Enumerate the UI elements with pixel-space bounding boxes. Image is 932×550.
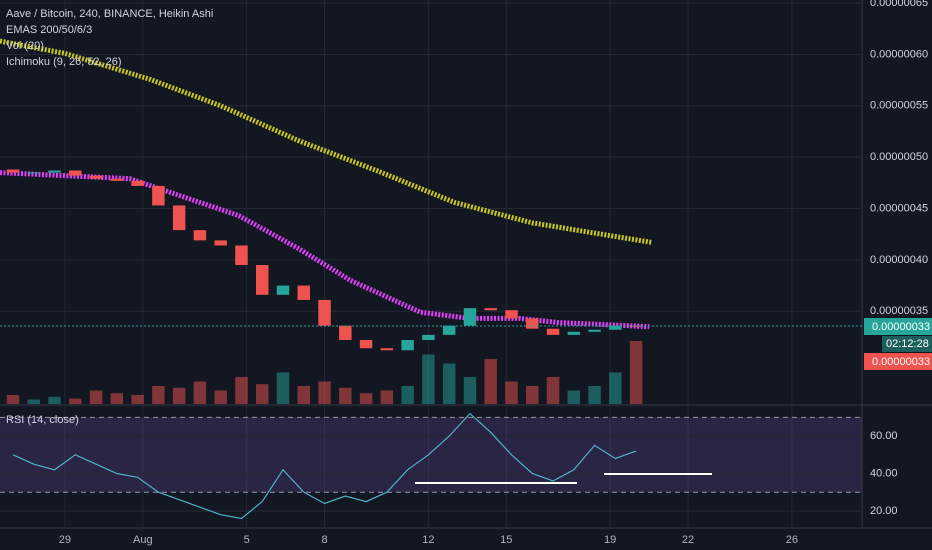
candle-body: [484, 308, 497, 311]
x-tick-label: 29: [59, 534, 71, 546]
candle-body: [214, 240, 227, 246]
candle-body: [193, 230, 207, 241]
volume-bar: [339, 387, 352, 404]
candle-body: [318, 299, 331, 326]
volume-bar: [89, 390, 103, 404]
rsi-line: [12, 412, 637, 520]
volume-bar: [442, 363, 456, 404]
rsi-title: RSI (14, close): [6, 414, 79, 426]
volume-bar: [526, 386, 539, 404]
candle-body: [235, 245, 248, 266]
price-label-box: [864, 318, 932, 335]
legend-entry: EMAS 200/50/6/3: [6, 24, 92, 36]
volume-bar: [567, 390, 581, 404]
candle-body: [422, 334, 435, 341]
candle-body: [505, 310, 518, 319]
volume-bar: [152, 386, 165, 404]
y-tick-label: 40.00: [870, 467, 898, 479]
volume-bar: [297, 386, 311, 404]
candle-body: [6, 169, 20, 173]
candle-body: [276, 285, 290, 295]
volume-bar: [214, 390, 227, 404]
x-tick-label: 8: [321, 534, 327, 546]
legend-entry: Vol (20): [6, 40, 44, 52]
candle-body: [546, 328, 560, 335]
candle-body: [359, 340, 373, 349]
candle-body: [401, 340, 414, 351]
volume-bar: [546, 377, 560, 404]
marks: [0, 38, 653, 520]
volume-bar: [359, 393, 373, 404]
volume-bar: [463, 377, 477, 404]
y-tick-label: 0.00000060: [870, 48, 928, 60]
legend-entry: Ichimoku (9, 26, 52, 26): [6, 56, 122, 68]
volume-bar: [256, 384, 269, 404]
x-tick-label: 19: [604, 534, 616, 546]
volume-bar: [380, 390, 394, 404]
volume-bar: [401, 386, 414, 404]
candle-body: [380, 348, 394, 351]
volume-bar: [193, 381, 207, 404]
volume-bar: [48, 396, 61, 404]
candle-body: [339, 325, 352, 341]
x-tick-label: 12: [422, 534, 434, 546]
candle-body: [110, 178, 124, 181]
candle-body: [442, 325, 456, 335]
chart-title: Aave / Bitcoin, 240, BINANCE, Heikin Ash…: [6, 8, 213, 20]
volume-bar: [484, 359, 497, 404]
x-tick-label: Aug: [133, 534, 153, 546]
candle-body: [567, 331, 581, 335]
x-tick-label: 22: [682, 534, 694, 546]
price-label: 0.00000033: [872, 321, 930, 333]
x-tick-label: 15: [500, 534, 512, 546]
grid: [0, 0, 862, 528]
volume-bar: [235, 377, 248, 404]
indicator-line: [0, 38, 653, 245]
volume-bar: [609, 372, 622, 404]
price-label: 0.00000033: [872, 356, 930, 368]
candle-body: [48, 170, 61, 173]
volume-bar: [318, 381, 331, 404]
volume-bar: [276, 372, 290, 404]
candle-body: [27, 172, 40, 174]
volume-bar: [110, 393, 124, 404]
volume-bar: [27, 399, 40, 404]
y-tick-label: 0.00000035: [870, 305, 928, 317]
candle-body: [256, 265, 269, 295]
volume-bar: [131, 395, 144, 404]
candle-body: [297, 285, 311, 300]
candle-body: [172, 205, 186, 231]
volume-bar: [505, 381, 518, 404]
y-tick-label: 0.00000045: [870, 202, 928, 214]
candle-body: [609, 325, 622, 330]
x-tick-label: 5: [244, 534, 250, 546]
volume-bar: [172, 387, 186, 404]
y-tick-label: 0.00000050: [870, 151, 928, 163]
y-tick-label: 20.00: [870, 505, 898, 517]
volume-bar: [422, 354, 435, 404]
volume-bar: [629, 341, 643, 404]
volume-bar: [6, 395, 20, 404]
candle-body: [89, 175, 103, 179]
y-tick-label: 0.00000055: [870, 100, 928, 112]
countdown-label: 02:12:28: [886, 338, 929, 350]
candle-body: [131, 180, 144, 186]
volume-bar: [588, 386, 601, 404]
rsi-band: [0, 417, 862, 493]
volume-bar: [69, 398, 82, 404]
y-tick-label: 0.00000065: [870, 0, 928, 9]
countdown-box: [882, 336, 932, 352]
candle-body: [588, 329, 601, 332]
candle-body: [152, 185, 165, 206]
y-tick-label: 60.00: [870, 430, 898, 442]
candle-body: [69, 170, 82, 176]
y-tick-label: 0.00000040: [870, 254, 928, 266]
x-tick-label: 26: [786, 534, 798, 546]
candle-body: [463, 308, 477, 326]
price-label-box: [864, 353, 932, 370]
candle-body: [526, 318, 539, 329]
